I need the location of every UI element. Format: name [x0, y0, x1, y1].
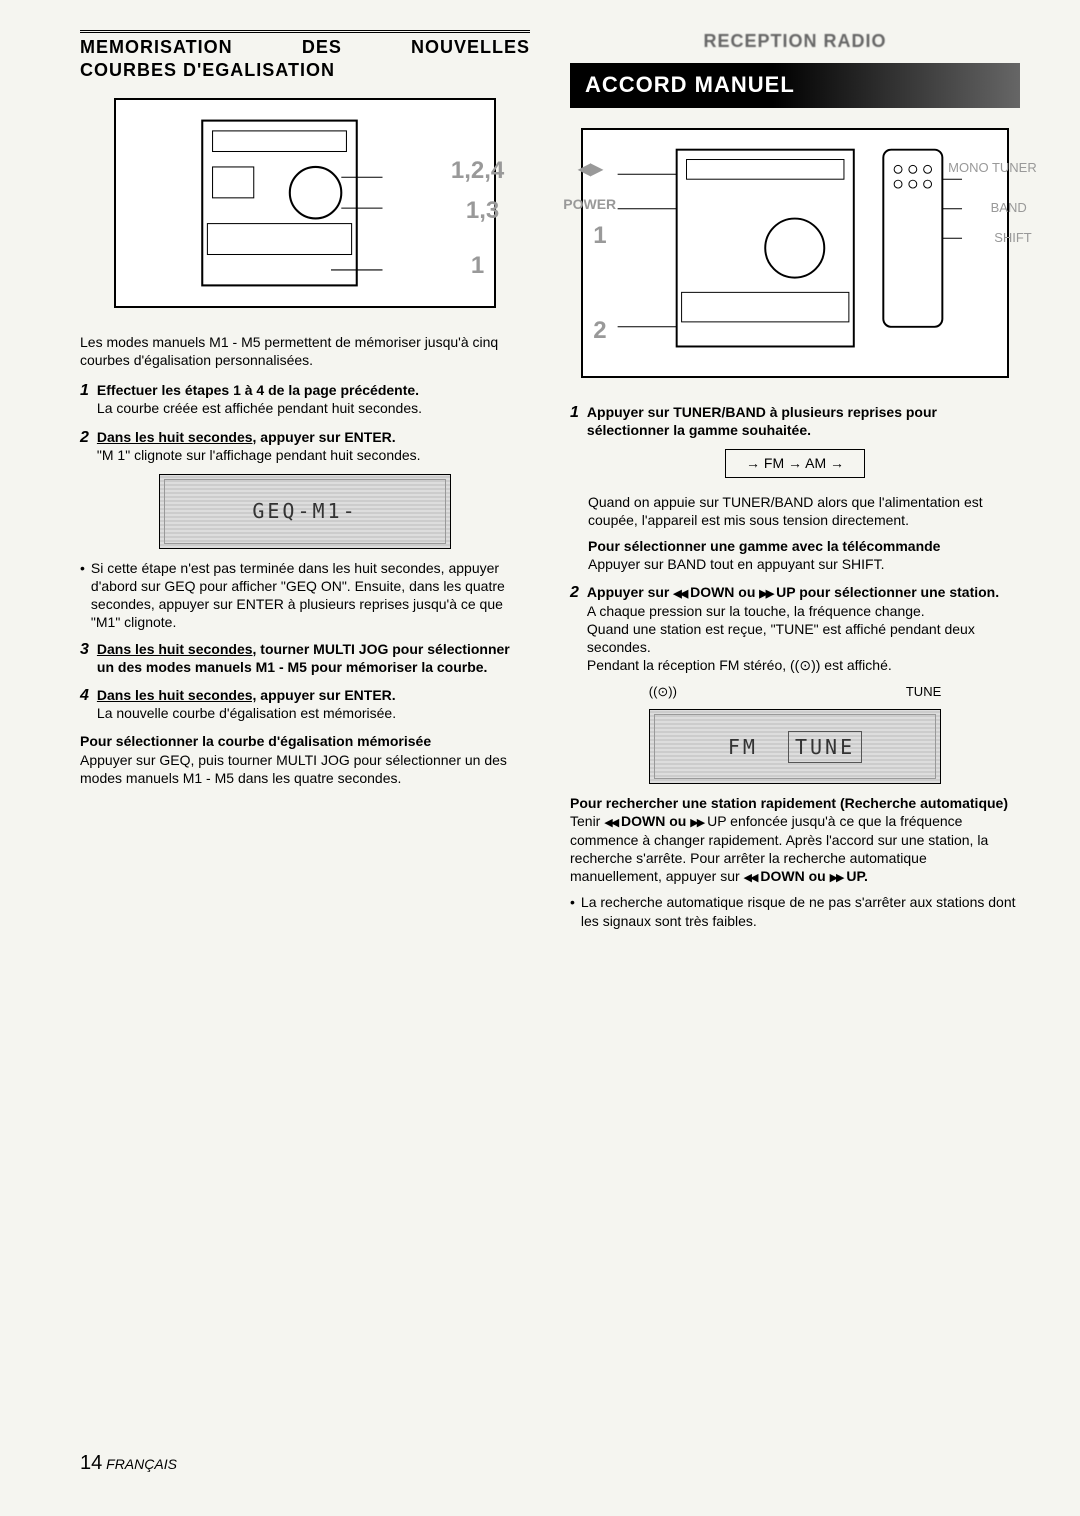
page-number: 14: [80, 1452, 102, 1474]
callout-shift: SHIFT: [994, 230, 1032, 247]
lcd-tune: TUNE: [788, 731, 862, 763]
stereo-diagram-right: ◀▶ POWER 1 2 MONO TUNER BAND SHIFT: [581, 128, 1009, 378]
step-number: 2: [570, 583, 579, 674]
section-header: RECEPTION RADIO: [570, 30, 1020, 53]
rewind-icon: [604, 813, 617, 829]
lcd-display-geq: GEQ-M1-: [159, 474, 452, 549]
left-intro: Les modes manuels M1 - M5 permettent de …: [80, 333, 530, 369]
rewind-icon: [673, 584, 686, 600]
tuner-band-note: Quand on appuie sur TUNER/BAND alors que…: [588, 493, 1020, 529]
left-title-line1: MEMORISATION DES NOUVELLES: [80, 37, 530, 57]
fforward-icon: [759, 584, 772, 600]
auto-search-body: Tenir DOWN ou UP enfoncée jusqu'à ce que…: [570, 812, 1020, 885]
fm-am-cycle: → FM → AM →: [570, 449, 1020, 477]
step-title-prefix: Dans les huit secondes,: [97, 641, 257, 657]
rewind-icon: [744, 868, 757, 884]
lcd-fm: FM: [728, 734, 758, 760]
auto-search-bullet: La recherche automatique risque de ne pa…: [570, 893, 1020, 929]
fforward-icon: [690, 813, 703, 829]
callout-124: 1,2,4: [451, 155, 504, 186]
right-banner: ACCORD MANUEL: [570, 63, 1020, 108]
step-number: 3: [80, 640, 89, 676]
stereo-icon: [790, 657, 820, 673]
step-number: 4: [80, 686, 89, 722]
step-number: 2: [80, 428, 89, 464]
left-footer-body: Appuyer sur GEQ, puis tourner MULTI JOG …: [80, 751, 530, 787]
fforward-icon: [830, 868, 843, 884]
callout-n2: 2: [593, 315, 606, 346]
callout-13: 1,3: [466, 195, 499, 226]
lcd-text: GEQ-M1-: [252, 498, 357, 524]
step-number: 1: [80, 381, 89, 417]
left-footer-head: Pour sélectionner la courbe d'égalisatio…: [80, 732, 530, 750]
left-step-4: 4 Dans les huit secondes, appuyer sur EN…: [80, 686, 530, 722]
left-step-2: 2 Dans les huit secondes, appuyer sur EN…: [80, 428, 530, 464]
lcd-labels: ((⊙)) TUNE: [649, 684, 942, 701]
left-title-line2: COURBES D'EGALISATION: [80, 59, 530, 82]
left-title: MEMORISATION DES NOUVELLES COURBES D'EGA…: [80, 30, 530, 83]
step-title-suffix: appuyer sur ENTER.: [256, 429, 395, 445]
step-title-suffix: appuyer sur ENTER.: [256, 687, 395, 703]
callout-mono: MONO TUNER: [948, 160, 1037, 177]
step-number: 1: [570, 403, 579, 439]
step-title: Effectuer les étapes 1 à 4 de la page pr…: [97, 382, 419, 398]
remote-band-head: Pour sélectionner une gamme avec la télé…: [588, 538, 940, 554]
lcd-display-fm-tune: FM TUNE: [649, 709, 942, 784]
callout-power: POWER: [563, 195, 616, 213]
step-desc-2: Quand une station est reçue, "TUNE" est …: [587, 621, 975, 655]
right-step-2: 2 Appuyer sur DOWN ou UP pour sélectionn…: [570, 583, 1020, 674]
left-step-3: 3 Dans les huit secondes, tourner MULTI …: [80, 640, 530, 676]
step-title-prefix: Dans les huit secondes,: [97, 429, 257, 445]
stereo-diagram-left: 1,2,4 1,3 1: [114, 98, 497, 308]
step-title-prefix: Dans les huit secondes,: [97, 687, 257, 703]
step-desc-3: Pendant la réception FM stéréo, est affi…: [587, 657, 892, 673]
lcd-label-right: TUNE: [906, 684, 941, 701]
step-desc: "M 1" clignote sur l'affichage pendant h…: [97, 447, 421, 463]
callout-1: 1: [471, 250, 484, 281]
callout-band: BAND: [991, 200, 1027, 217]
left-step-1: 1 Effectuer les étapes 1 à 4 de la page …: [80, 381, 530, 417]
step-desc: La nouvelle courbe d'égalisation est mém…: [97, 705, 396, 721]
remote-band-body: Appuyer sur BAND tout en appuyant sur SH…: [588, 556, 884, 572]
lcd-label-left: ((⊙)): [649, 684, 677, 701]
step-title: Appuyer sur TUNER/BAND à plusieurs repri…: [587, 404, 937, 438]
bullet-note-1: Si cette étape n'est pas terminée dans l…: [80, 559, 530, 632]
page-language: FRANÇAIS: [106, 1456, 177, 1472]
callout-leftright: ◀▶: [578, 160, 603, 181]
page-footer: 14 FRANÇAIS: [80, 1450, 177, 1476]
step-title: Appuyer sur DOWN ou UP pour sélectionner…: [587, 584, 999, 600]
auto-search-head: Pour rechercher une station rapidement (…: [570, 794, 1020, 812]
right-step-1: 1 Appuyer sur TUNER/BAND à plusieurs rep…: [570, 403, 1020, 439]
callout-n1: 1: [593, 220, 606, 251]
step-desc: La courbe créée est affichée pendant hui…: [97, 400, 422, 416]
step-desc-1: A chaque pression sur la touche, la fréq…: [587, 603, 925, 619]
